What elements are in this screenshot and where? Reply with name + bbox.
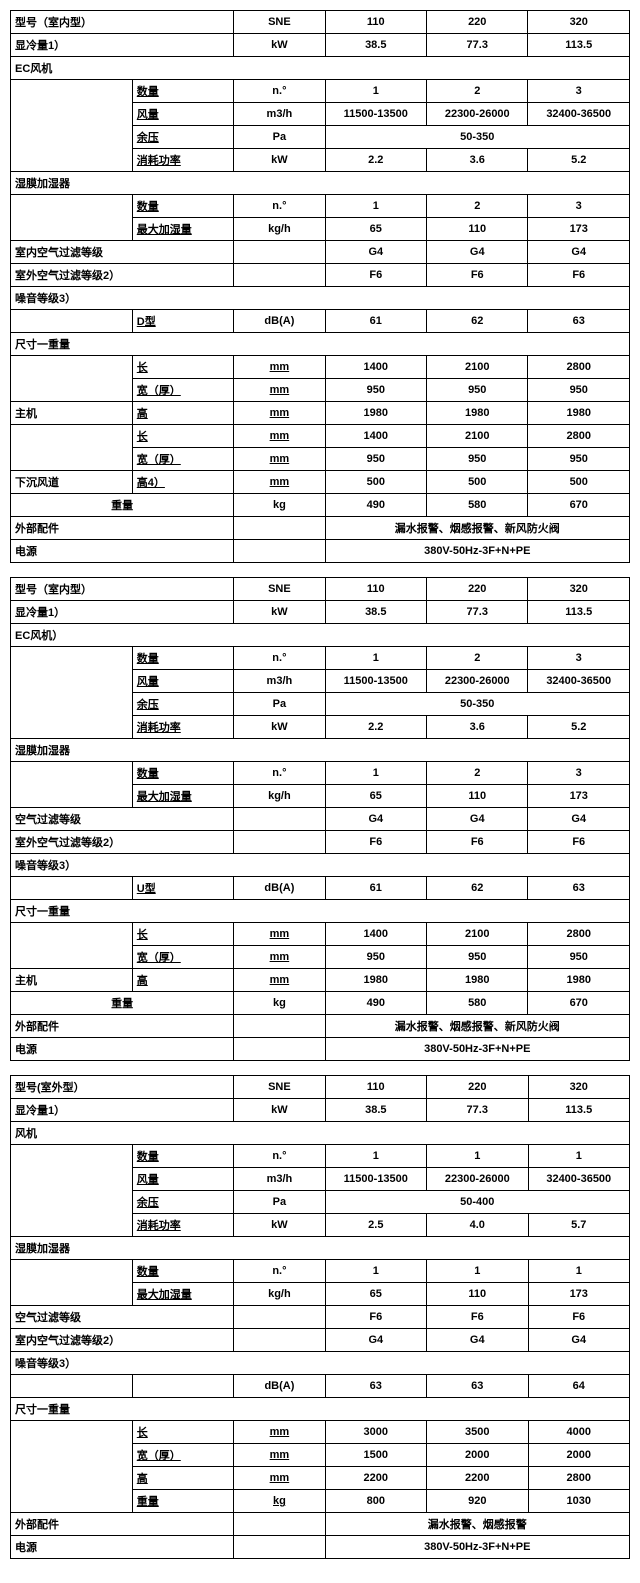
fan-row-label: 风量 <box>132 103 233 126</box>
dims-title: 尺寸一重量 <box>11 900 630 923</box>
unit-col: SNE <box>234 578 325 601</box>
model-label: 型号(室外型） <box>11 1076 234 1099</box>
fan-title: EC风机 <box>11 57 630 80</box>
dim-row-label: 宽（厚） <box>132 946 233 969</box>
fan-row-label: 数量 <box>132 1145 233 1168</box>
fan-row-label: 消耗功率 <box>132 149 233 172</box>
filter-label: 室外空气过滤等级2） <box>11 264 234 287</box>
fan-title: 风机 <box>11 1122 630 1145</box>
power-label: 电源 <box>11 1536 234 1559</box>
humidifier-title: 湿膜加湿器 <box>11 739 630 762</box>
noise-type: D型 <box>132 310 233 333</box>
dim-row-label: 长 <box>132 923 233 946</box>
accessories-value: 漏水报警、烟感报警、新风防火阀 <box>325 517 629 540</box>
dim-row-label: 高4） <box>132 471 233 494</box>
filter-label: 室内空气过滤等级2） <box>11 1329 234 1352</box>
noise-title: 噪音等级3） <box>11 1352 630 1375</box>
filter-label: 室外空气过滤等级2） <box>11 831 234 854</box>
accessories-label: 外部配件 <box>11 517 234 540</box>
humidifier-title: 湿膜加湿器 <box>11 172 630 195</box>
dim-side-label: 主机 <box>11 969 133 992</box>
dims-title: 尺寸一重量 <box>11 333 630 356</box>
spec-table-0: 型号（室内型）SNE110220320显冷量1）kW38.577.3113.5E… <box>10 10 630 563</box>
accessories-value: 漏水报警、烟感报警 <box>325 1513 629 1536</box>
dim-row-label: 长 <box>132 356 233 379</box>
spec-table-1: 型号（室内型）SNE110220320显冷量1）kW38.577.3113.5E… <box>10 577 630 1061</box>
filter-label: 室内空气过滤等级 <box>11 241 234 264</box>
fan-row-label: 余压 <box>132 126 233 149</box>
noise-type: U型 <box>132 877 233 900</box>
fan-title: EC风机） <box>11 624 630 647</box>
accessories-value: 漏水报警、烟感报警、新风防火阀 <box>325 1015 629 1038</box>
fan-row-label: 数量 <box>132 80 233 103</box>
fan-row-label: 消耗功率 <box>132 716 233 739</box>
fan-row-label: 消耗功率 <box>132 1214 233 1237</box>
cooling-label: 显冷量1） <box>11 1099 234 1122</box>
dim-side-label: 主机 <box>11 402 133 425</box>
dim-row-label: 宽（厚） <box>132 379 233 402</box>
accessories-label: 外部配件 <box>11 1015 234 1038</box>
dim-row-label: 高 <box>132 969 233 992</box>
power-label: 电源 <box>11 540 234 563</box>
power-value: 380V-50Hz-3F+N+PE <box>325 540 629 563</box>
dim-row-label: 长 <box>132 425 233 448</box>
filter-label: 空气过滤等级 <box>11 1306 234 1329</box>
dim-row-label: 宽（厚） <box>132 1444 233 1467</box>
cooling-label: 显冷量1） <box>11 34 234 57</box>
humidifier-row-label: 数量 <box>132 1260 233 1283</box>
model-label: 型号（室内型） <box>11 11 234 34</box>
noise-type <box>132 1375 233 1398</box>
dim-side-label: 下沉风道 <box>11 471 133 494</box>
dim-row-label: 重量 <box>132 1490 233 1513</box>
noise-title: 噪音等级3） <box>11 854 630 877</box>
power-value: 380V-50Hz-3F+N+PE <box>325 1536 629 1559</box>
filter-label: 空气过滤等级 <box>11 808 234 831</box>
fan-row-label: 数量 <box>132 647 233 670</box>
accessories-label: 外部配件 <box>11 1513 234 1536</box>
spec-tables: 型号（室内型）SNE110220320显冷量1）kW38.577.3113.5E… <box>10 10 630 1559</box>
weight-label: 重量 <box>11 494 234 517</box>
dim-row-label: 高 <box>132 1467 233 1490</box>
humidifier-row-label: 最大加湿量 <box>132 1283 233 1306</box>
fan-row-label: 风量 <box>132 670 233 693</box>
dim-row-label: 高 <box>132 402 233 425</box>
power-value: 380V-50Hz-3F+N+PE <box>325 1038 629 1061</box>
noise-title: 噪音等级3） <box>11 287 630 310</box>
dim-row-label: 长 <box>132 1421 233 1444</box>
unit-col: SNE <box>234 11 325 34</box>
weight-label: 重量 <box>11 992 234 1015</box>
dim-row-label: 宽（厚） <box>132 448 233 471</box>
humidifier-title: 湿膜加湿器 <box>11 1237 630 1260</box>
fan-row-label: 余压 <box>132 1191 233 1214</box>
humidifier-row-label: 最大加湿量 <box>132 785 233 808</box>
cooling-label: 显冷量1） <box>11 601 234 624</box>
dims-title: 尺寸一重量 <box>11 1398 630 1421</box>
spec-table-2: 型号(室外型）SNE110220320显冷量1）kW38.577.3113.5风… <box>10 1075 630 1559</box>
humidifier-row-label: 最大加湿量 <box>132 218 233 241</box>
humidifier-row-label: 数量 <box>132 762 233 785</box>
fan-row-label: 风量 <box>132 1168 233 1191</box>
model-label: 型号（室内型） <box>11 578 234 601</box>
power-label: 电源 <box>11 1038 234 1061</box>
unit-col: SNE <box>234 1076 325 1099</box>
humidifier-row-label: 数量 <box>132 195 233 218</box>
fan-row-label: 余压 <box>132 693 233 716</box>
